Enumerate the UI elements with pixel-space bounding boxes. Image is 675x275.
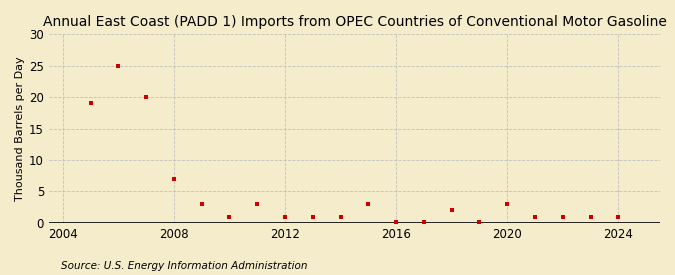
Title: Annual East Coast (PADD 1) Imports from OPEC Countries of Conventional Motor Gas: Annual East Coast (PADD 1) Imports from … [43, 15, 666, 29]
Point [85, 101, 96, 106]
Point [585, 214, 596, 219]
Y-axis label: Thousand Barrels per Day: Thousand Barrels per Day [15, 56, 25, 201]
Point [502, 202, 512, 206]
Point [335, 214, 346, 219]
Point [113, 64, 124, 68]
Point [474, 219, 485, 224]
Point [558, 214, 568, 219]
Point [169, 177, 180, 181]
Point [252, 202, 263, 206]
Text: Source: U.S. Energy Information Administration: Source: U.S. Energy Information Administ… [61, 261, 307, 271]
Point [279, 214, 290, 219]
Point [418, 219, 429, 224]
Point [391, 219, 402, 224]
Point [140, 95, 151, 99]
Point [196, 202, 207, 206]
Point [307, 214, 318, 219]
Point [530, 214, 541, 219]
Point [613, 214, 624, 219]
Point [363, 202, 374, 206]
Point [224, 214, 235, 219]
Point [446, 208, 457, 213]
